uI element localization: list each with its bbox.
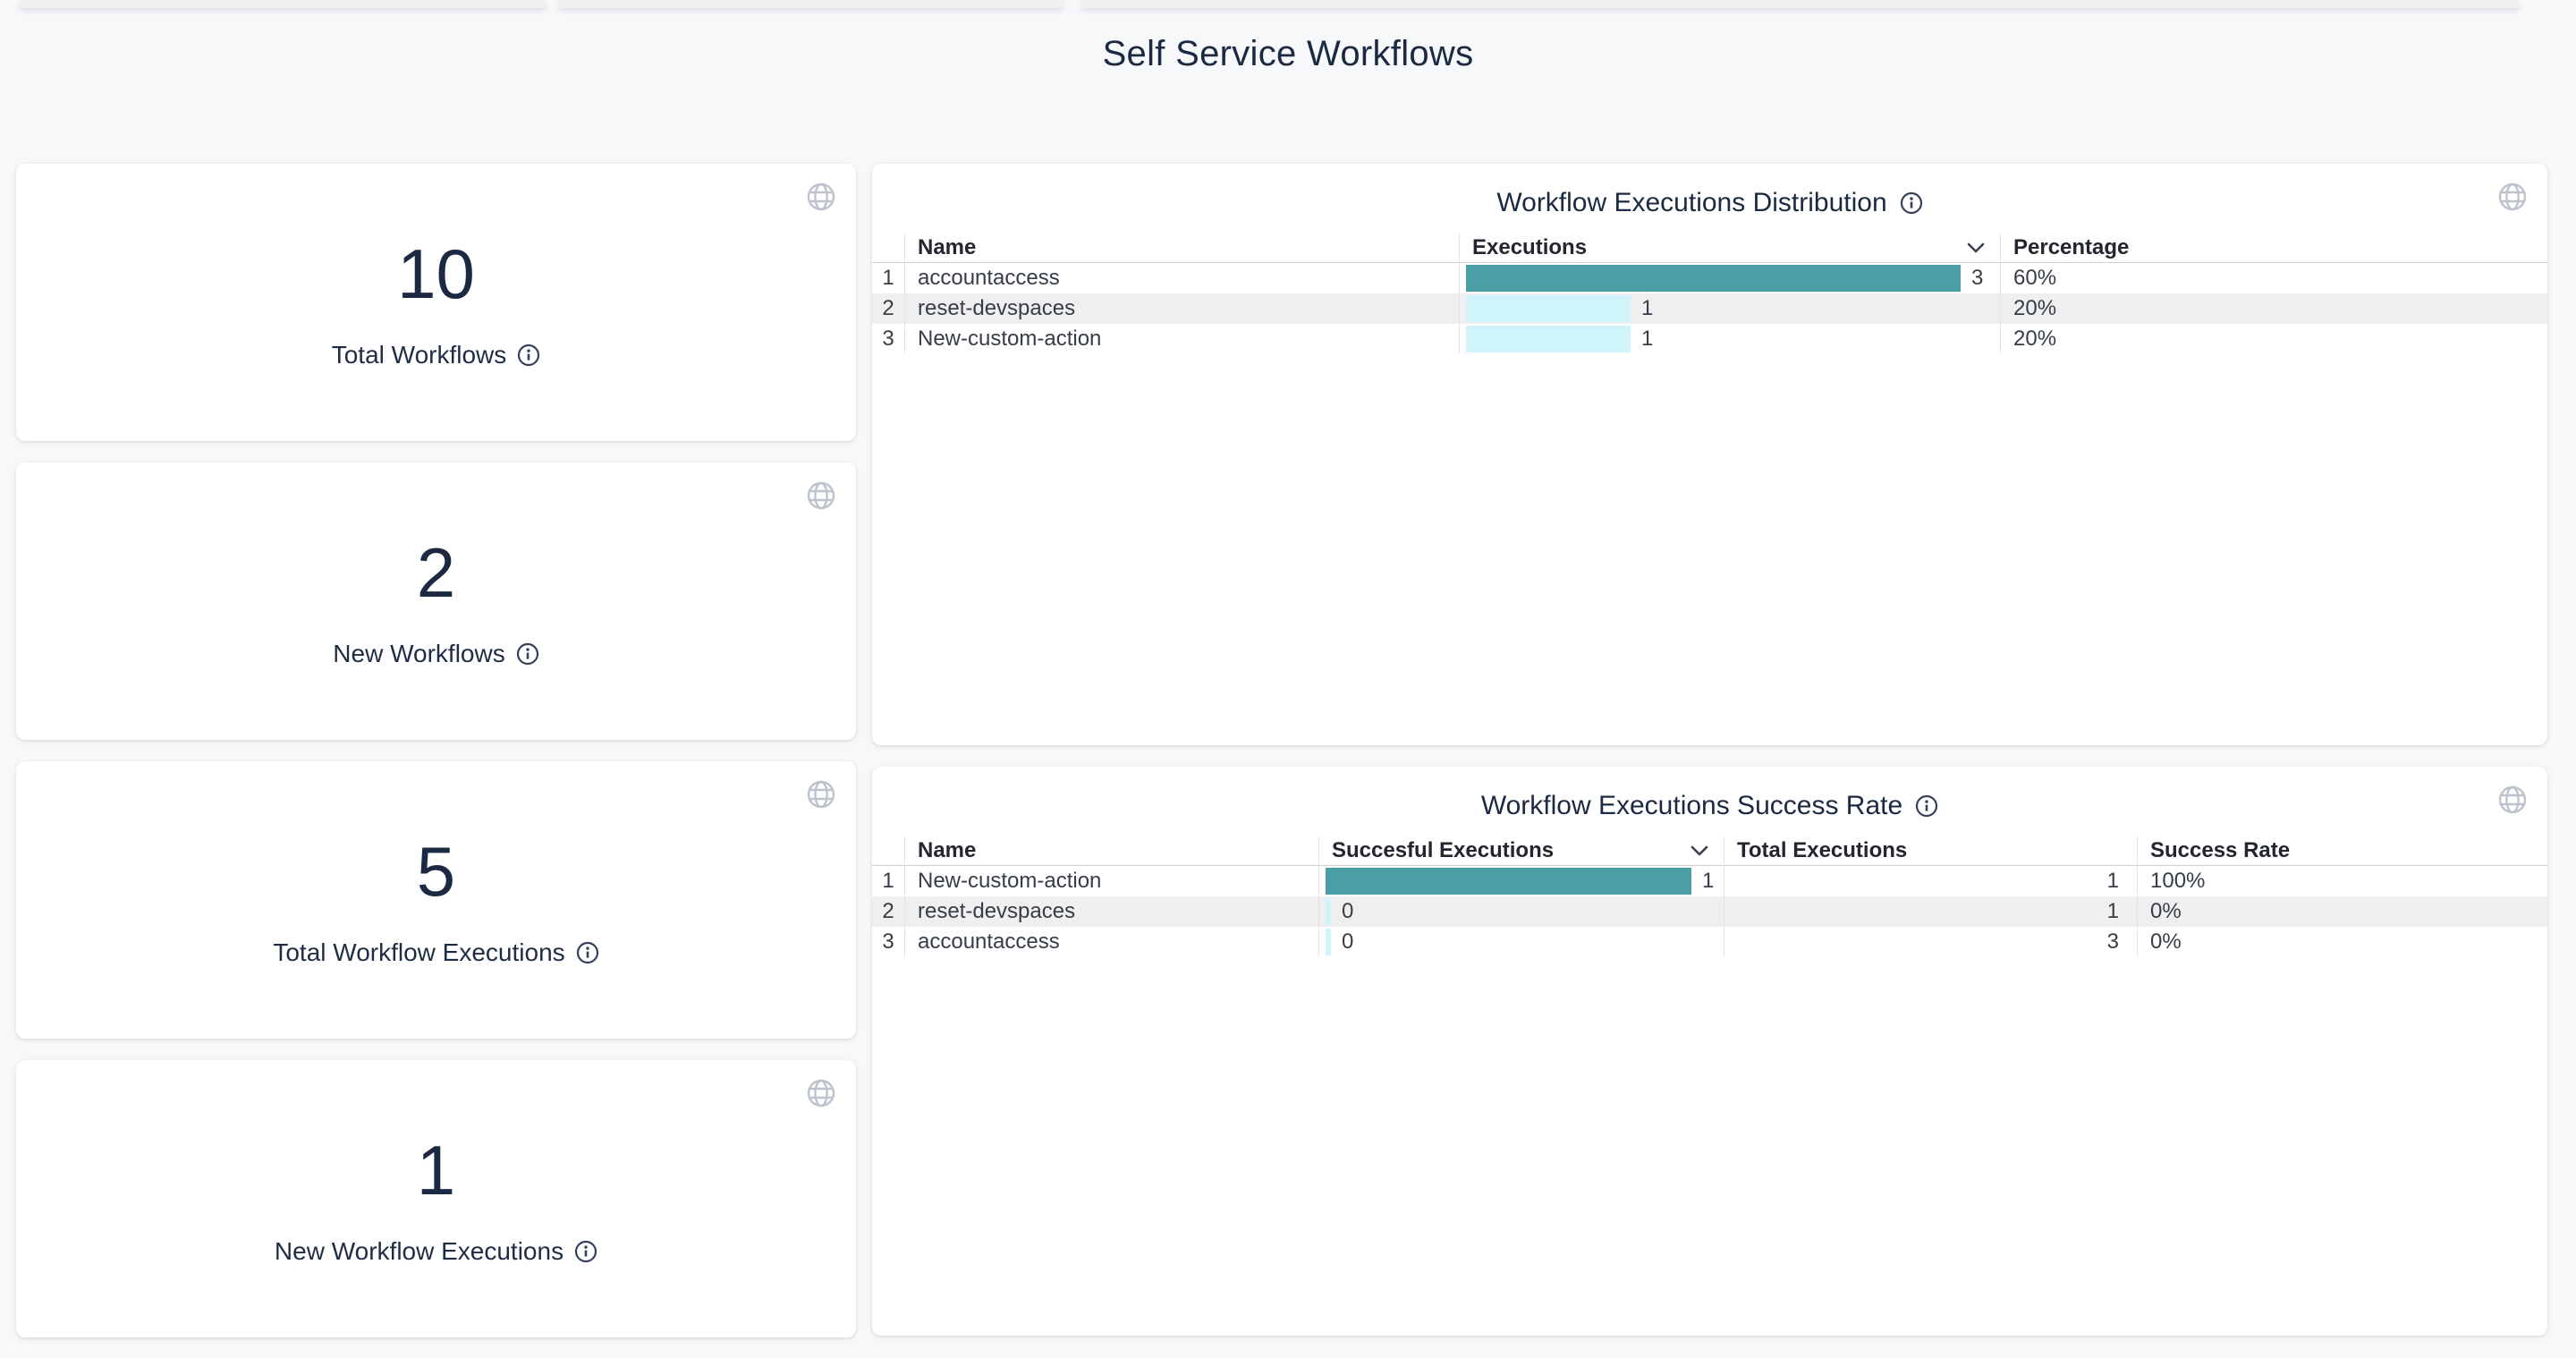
table-row: 2 reset-devspaces 0 1 0% bbox=[872, 896, 2547, 927]
cell-name: reset-devspaces bbox=[904, 896, 1318, 927]
table-row: 1 New-custom-action 1 1 100% bbox=[872, 866, 2547, 896]
execution-bar bbox=[1466, 326, 1631, 352]
panel-title: Workflow Executions Success Rate bbox=[1480, 791, 1903, 820]
row-index: 2 bbox=[882, 296, 894, 320]
stat-card-total-workflow-executions: 5 Total Workflow Executions bbox=[16, 761, 856, 1039]
stat-card-new-workflow-executions: 1 New Workflow Executions bbox=[16, 1060, 856, 1337]
bar-value: 1 bbox=[1641, 296, 1654, 320]
stat-card-total-workflows: 10 Total Workflows bbox=[16, 164, 856, 441]
cell-successful-bar: 0 bbox=[1318, 896, 1724, 927]
stat-value: 1 bbox=[416, 1131, 456, 1209]
header-executions-sorted[interactable]: Executions bbox=[1459, 233, 2000, 263]
header-index bbox=[872, 233, 904, 263]
cell-total-executions: 1 bbox=[1724, 866, 2137, 896]
execution-bar bbox=[1466, 295, 1631, 322]
stat-label: Total Workflows bbox=[331, 341, 507, 369]
page-title: Self Service Workflows bbox=[1102, 34, 1474, 73]
header-name[interactable]: Name bbox=[904, 233, 1459, 263]
header-percentage[interactable]: Percentage bbox=[2000, 233, 2547, 263]
panel-executions-distribution: Workflow Executions Distribution Name Ex… bbox=[872, 164, 2547, 745]
table-row: 3 New-custom-action 1 20% bbox=[872, 324, 2547, 354]
stat-value: 10 bbox=[397, 234, 475, 313]
executions-distribution-table: Name Executions Percentage 1 accountacce… bbox=[872, 233, 2547, 354]
info-icon[interactable] bbox=[576, 941, 599, 964]
row-index: 1 bbox=[882, 266, 894, 290]
cell-name: New-custom-action bbox=[904, 866, 1318, 896]
cell-successful-bar: 1 bbox=[1318, 866, 1724, 896]
stat-label: New Workflow Executions bbox=[274, 1237, 564, 1265]
header-success-rate[interactable]: Success Rate bbox=[2137, 836, 2547, 866]
cell-total-executions: 1 bbox=[1724, 896, 2137, 927]
sort-descending-icon[interactable] bbox=[1966, 242, 1986, 254]
cell-name: New-custom-action bbox=[904, 324, 1459, 354]
table-row: 3 accountaccess 0 3 0% bbox=[872, 927, 2547, 957]
table-header-row: Name Succesful Executions Total Executio… bbox=[872, 836, 2547, 866]
cutoff-card-top bbox=[1081, 0, 2519, 8]
bar-value: 0 bbox=[1342, 899, 1354, 923]
cell-name: accountaccess bbox=[904, 927, 1318, 957]
execution-bar bbox=[1326, 868, 1691, 895]
stat-value: 5 bbox=[416, 832, 456, 911]
bar-value: 3 bbox=[1971, 266, 1984, 290]
cell-executions-bar: 1 bbox=[1459, 324, 2000, 354]
bar-value: 1 bbox=[1702, 869, 1715, 893]
cell-success-rate: 0% bbox=[2137, 896, 2547, 927]
panel-title: Workflow Executions Distribution bbox=[1496, 188, 1887, 217]
cell-successful-bar: 0 bbox=[1318, 927, 1724, 957]
globe-icon[interactable] bbox=[2497, 785, 2528, 815]
cell-name: accountaccess bbox=[904, 263, 1459, 293]
row-index: 2 bbox=[882, 899, 894, 923]
cell-success-rate: 100% bbox=[2137, 866, 2547, 896]
info-icon[interactable] bbox=[517, 344, 540, 367]
info-icon[interactable] bbox=[1915, 794, 1938, 818]
stat-label: Total Workflow Executions bbox=[273, 938, 565, 966]
cell-percentage: 60% bbox=[2000, 263, 2547, 293]
execution-bar bbox=[1326, 929, 1331, 955]
table-row: 2 reset-devspaces 1 20% bbox=[872, 293, 2547, 324]
stat-cards-column: 10 Total Workflows 2 New Workflows bbox=[16, 164, 856, 1337]
row-index: 3 bbox=[882, 929, 894, 954]
panel-success-rate: Workflow Executions Success Rate Name Su… bbox=[872, 767, 2547, 1336]
success-rate-table: Name Succesful Executions Total Executio… bbox=[872, 836, 2547, 957]
stat-card-new-workflows: 2 New Workflows bbox=[16, 463, 856, 740]
table-row: 1 accountaccess 3 60% bbox=[872, 263, 2547, 293]
header-name[interactable]: Name bbox=[904, 836, 1318, 866]
cutoff-card-top bbox=[21, 0, 545, 8]
header-index bbox=[872, 836, 904, 866]
cell-name: reset-devspaces bbox=[904, 293, 1459, 324]
header-total-executions[interactable]: Total Executions bbox=[1724, 836, 2137, 866]
row-index: 1 bbox=[882, 869, 894, 893]
cell-executions-bar: 3 bbox=[1459, 263, 2000, 293]
globe-icon[interactable] bbox=[2497, 182, 2528, 212]
execution-bar bbox=[1466, 265, 1961, 292]
cutoff-card-top bbox=[559, 0, 1063, 8]
cell-total-executions: 3 bbox=[1724, 927, 2137, 957]
bar-value: 0 bbox=[1342, 929, 1354, 954]
cell-percentage: 20% bbox=[2000, 293, 2547, 324]
bar-value: 1 bbox=[1641, 327, 1654, 351]
execution-bar bbox=[1326, 898, 1331, 925]
stat-label: New Workflows bbox=[333, 640, 505, 667]
stat-value: 2 bbox=[416, 533, 456, 612]
header-successful-executions-sorted[interactable]: Succesful Executions bbox=[1318, 836, 1724, 866]
panels-column: Workflow Executions Distribution Name Ex… bbox=[872, 164, 2547, 1336]
cell-executions-bar: 1 bbox=[1459, 293, 2000, 324]
cell-success-rate: 0% bbox=[2137, 927, 2547, 957]
row-index: 3 bbox=[882, 327, 894, 351]
cell-percentage: 20% bbox=[2000, 324, 2547, 354]
sort-descending-icon[interactable] bbox=[1690, 845, 1709, 857]
info-icon[interactable] bbox=[516, 642, 539, 666]
info-icon[interactable] bbox=[574, 1240, 597, 1263]
table-header-row: Name Executions Percentage bbox=[872, 233, 2547, 263]
info-icon[interactable] bbox=[1900, 191, 1923, 215]
